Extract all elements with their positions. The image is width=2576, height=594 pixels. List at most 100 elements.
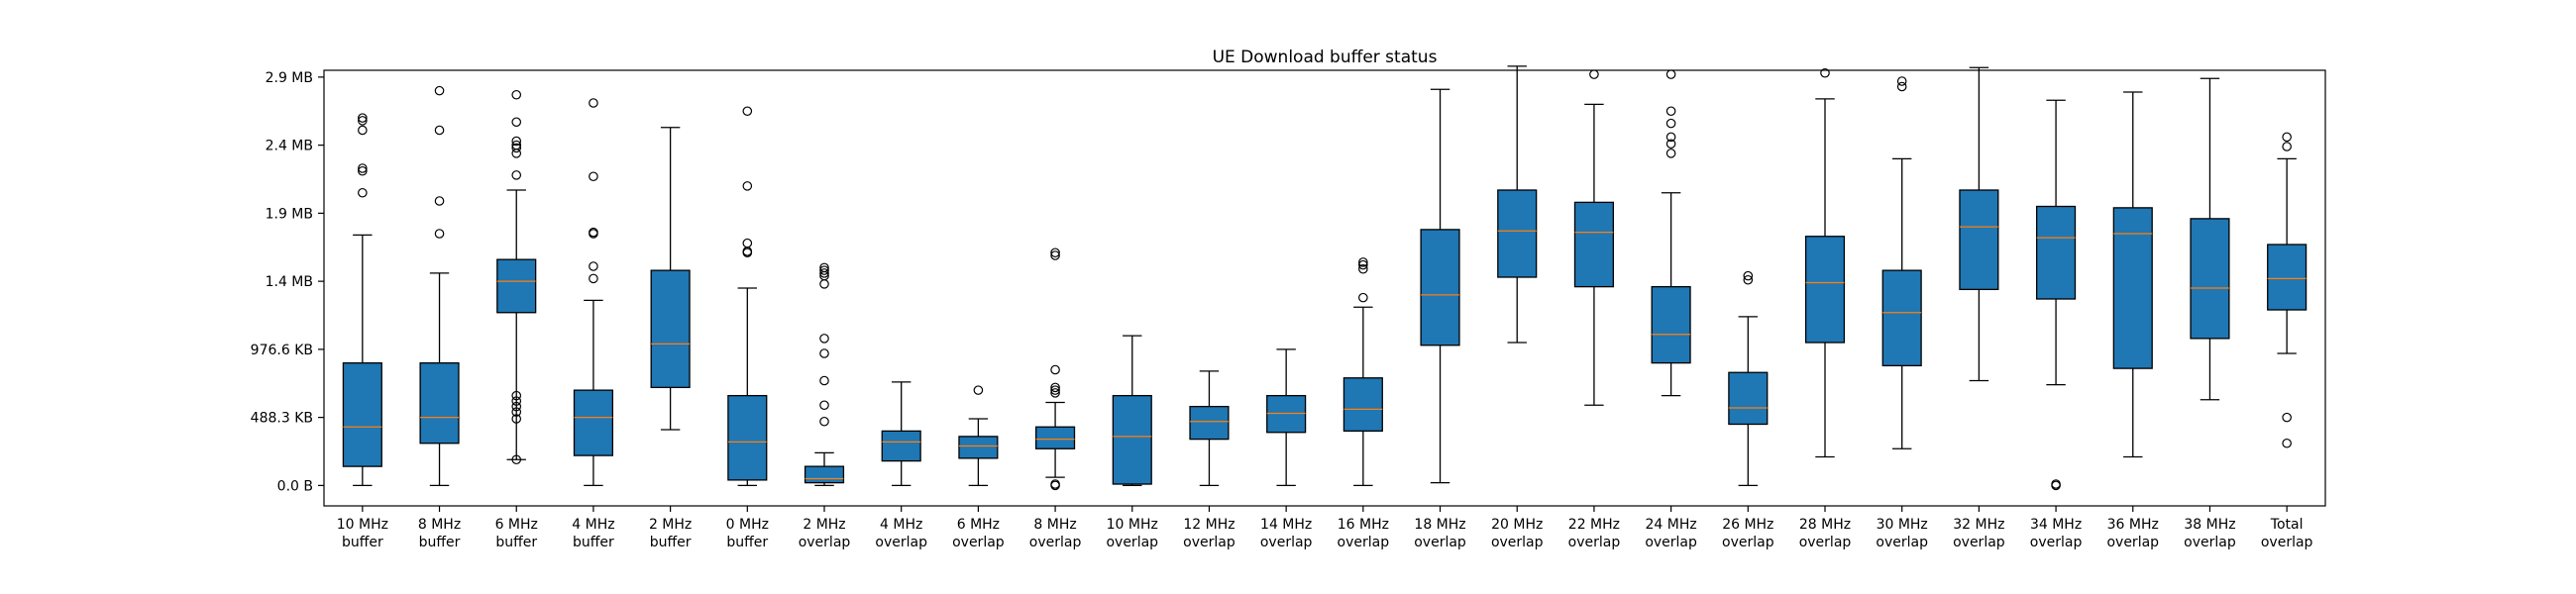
outlier-point [1665, 106, 1676, 117]
x-tick-label: overlap [1876, 535, 1928, 550]
outlier-point [1050, 382, 1060, 393]
outlier-point [358, 125, 368, 136]
box [2112, 207, 2153, 369]
outlier-point [742, 181, 753, 191]
box [1112, 394, 1152, 485]
outlier-point [1050, 385, 1060, 395]
box [1266, 394, 1307, 434]
outlier-point [1665, 148, 1676, 158]
x-tick-label: overlap [1645, 535, 1697, 550]
outlier-point [819, 375, 829, 386]
x-tick-label: 32 MHz [1953, 517, 2004, 533]
outlier-point [511, 414, 522, 424]
x-tick-label: 30 MHz [1877, 517, 1928, 533]
x-tick-label: buffer [726, 535, 768, 550]
box [881, 430, 921, 462]
box [1881, 269, 1922, 367]
box [1342, 377, 1383, 433]
x-tick-label: 4 MHz [572, 517, 614, 533]
outlier-point [742, 106, 753, 117]
x-tick-label: buffer [342, 535, 383, 550]
x-tick-label: overlap [1414, 535, 1466, 550]
x-tick-label: 16 MHz [1338, 517, 1389, 533]
y-tick-label: 2.9 MB [266, 70, 313, 86]
outlier-point [1050, 364, 1060, 375]
outlier-point [511, 140, 522, 150]
x-tick-label: 12 MHz [1183, 517, 1234, 533]
box [1651, 285, 1691, 364]
outlier-point [434, 229, 445, 239]
outlier-point [358, 116, 368, 126]
x-tick-label: overlap [1491, 535, 1544, 550]
box [2267, 244, 2308, 311]
outlier-point [2282, 438, 2292, 448]
plot-area: 0.0 B 488.3 KB 976.6 KB 1.4 MB 1.9 MB 2.4 MB 2… [251, 65, 2326, 550]
outlier-point [434, 196, 445, 206]
box [1497, 189, 1538, 278]
box [1959, 189, 1999, 291]
x-tick-label: overlap [1338, 535, 1390, 550]
x-tick-label: overlap [952, 535, 1005, 550]
outlier-point [2282, 142, 2292, 151]
x-tick-label: overlap [1183, 535, 1235, 550]
outlier-point [1896, 76, 1907, 86]
y-tick-label: 488.3 KB [251, 411, 313, 427]
box [1804, 236, 1846, 344]
outlier-point [511, 454, 522, 465]
outlier-point [1665, 118, 1676, 129]
outlier-point [1050, 479, 1060, 489]
box [958, 436, 999, 459]
x-tick-label: overlap [1029, 535, 1082, 550]
outlier-point [1050, 388, 1060, 398]
x-tick-label: overlap [799, 535, 851, 550]
x-tick-label: 2 MHz [649, 517, 692, 533]
outlier-point [1665, 139, 1676, 149]
y-tick-label: 0.0 B [277, 478, 313, 494]
box [1728, 371, 1769, 426]
x-tick-label: 34 MHz [2030, 517, 2082, 533]
x-tick-label: 6 MHz [495, 517, 538, 533]
outlier-point [358, 187, 368, 198]
outlier-point [819, 416, 829, 427]
box [2036, 205, 2077, 300]
outlier-point [511, 117, 522, 128]
box [804, 465, 845, 484]
x-tick-label: buffer [573, 535, 614, 550]
outlier-point [511, 390, 522, 401]
outlier-point [2051, 479, 2061, 489]
outlier-point [1896, 81, 1907, 92]
outlier-point [2282, 132, 2292, 143]
x-tick-label: overlap [1106, 535, 1158, 550]
box [1189, 405, 1230, 441]
outlier-point [2282, 412, 2292, 423]
outlier-point [589, 227, 598, 238]
x-tick-label: 38 MHz [2184, 517, 2235, 533]
x-tick-label: 10 MHz [337, 517, 388, 533]
outlier-point [1665, 69, 1676, 79]
y-tick-label: 976.6 KB [251, 343, 313, 358]
x-tick-label: overlap [1260, 535, 1313, 550]
x-tick-label: overlap [1799, 535, 1852, 550]
x-tick-label: overlap [2106, 535, 2159, 550]
outlier-point [434, 125, 445, 136]
outlier-point [1665, 132, 1676, 143]
box [342, 361, 382, 467]
outlier-point [511, 396, 522, 406]
outlier-point [511, 407, 522, 417]
x-tick-label: 26 MHz [1722, 517, 1773, 533]
x-tick-label: 24 MHz [1645, 517, 1696, 533]
box [496, 258, 537, 314]
box [1573, 201, 1614, 288]
x-tick-label: overlap [875, 535, 927, 550]
outlier-point [1358, 257, 1368, 267]
x-tick-label: buffer [495, 535, 537, 550]
outlier-point [511, 136, 522, 147]
x-tick-label: 28 MHz [1799, 517, 1851, 533]
x-tick-label: 4 MHz [880, 517, 922, 533]
outlier-point [819, 279, 829, 289]
outlier-point [1358, 263, 1368, 274]
outlier-point [819, 268, 829, 278]
outlier-point [1820, 67, 1830, 78]
outlier-point [511, 170, 522, 180]
